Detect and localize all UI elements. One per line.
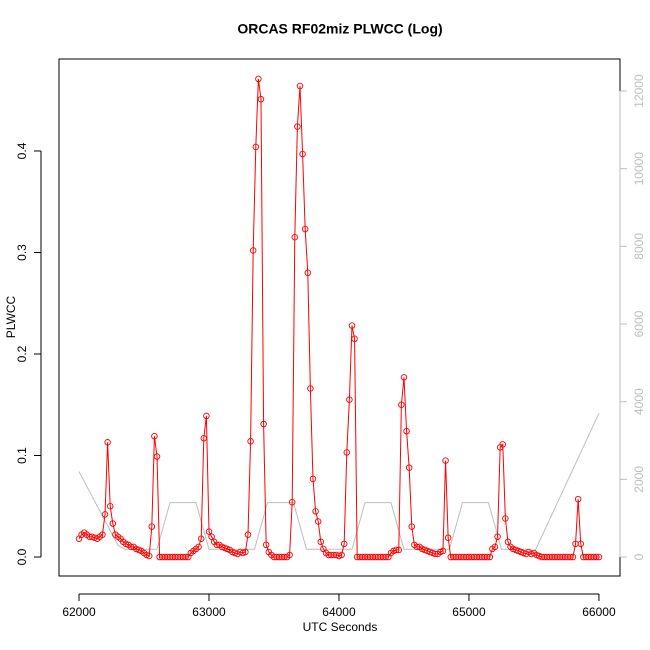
data-point <box>574 495 582 503</box>
data-point <box>145 552 153 560</box>
data-point <box>317 538 325 546</box>
data-point <box>104 439 111 446</box>
data-point <box>486 553 494 561</box>
y-tick-label: 0.0 <box>15 548 29 565</box>
data-point <box>205 528 213 535</box>
data-point <box>262 541 270 549</box>
data-point <box>106 503 114 510</box>
data-point <box>244 531 252 538</box>
y-tick-label: 0.4 <box>15 142 29 159</box>
data-point <box>343 449 351 456</box>
data-point <box>151 432 158 440</box>
x-tick-label: 64000 <box>322 605 356 619</box>
data-point <box>398 401 405 408</box>
data-point <box>101 511 109 518</box>
x-tick-label: 66000 <box>582 605 616 619</box>
series-line <box>78 413 600 554</box>
data-point <box>247 438 254 445</box>
data-point <box>403 427 410 435</box>
data-point <box>249 247 257 254</box>
data-point <box>569 553 577 561</box>
data-point <box>504 538 512 546</box>
data-point <box>195 543 202 551</box>
data-point <box>294 123 301 130</box>
data-point <box>593 553 600 561</box>
data-point <box>483 553 491 561</box>
data-point <box>182 553 189 561</box>
data-point <box>444 534 452 541</box>
data-point <box>494 533 501 540</box>
data-point <box>351 335 358 343</box>
data-point <box>577 540 584 548</box>
y-axis-label: PLWCC <box>4 295 18 338</box>
data-point <box>400 374 408 381</box>
data-point <box>153 453 161 460</box>
y2-tick-label: 0 <box>632 553 646 560</box>
data-point <box>252 143 260 151</box>
data-point <box>286 551 293 559</box>
data-point <box>288 498 296 506</box>
x-tick-label: 62000 <box>62 605 96 619</box>
data-point <box>348 322 356 329</box>
data-point <box>442 457 449 464</box>
data-point <box>203 412 210 420</box>
data-point <box>296 82 304 90</box>
data-point <box>502 515 509 522</box>
y2-tick-label: 4000 <box>632 388 646 415</box>
data-point <box>197 535 205 542</box>
data-point <box>567 553 574 561</box>
y-tick-label: 0.3 <box>15 244 29 261</box>
data-point <box>314 518 322 525</box>
data-point <box>405 464 413 471</box>
chart-title: ORCAS RF02miz PLWCC (Log) <box>237 21 442 37</box>
data-point <box>395 546 403 554</box>
y2-tick-label: 10000 <box>632 152 646 186</box>
data-point <box>291 234 299 241</box>
y2-tick-label: 6000 <box>632 310 646 337</box>
y-tick-label: 0.1 <box>15 447 29 464</box>
data-point <box>200 434 208 442</box>
y2-tick-label: 12000 <box>632 74 646 108</box>
x-tick-label: 63000 <box>192 605 226 619</box>
data-point <box>304 269 312 277</box>
data-point <box>257 95 265 103</box>
x-tick-label: 65000 <box>452 605 486 619</box>
data-point <box>346 396 353 403</box>
data-point <box>109 520 117 527</box>
data-point <box>338 551 345 559</box>
y2-tick-label: 8000 <box>632 233 646 260</box>
data-point <box>499 441 507 448</box>
data-point <box>408 523 416 530</box>
data-point <box>595 553 603 561</box>
data-point <box>491 543 499 551</box>
y-tick-label: 0.2 <box>15 345 29 362</box>
x-axis-label: UTC Seconds <box>303 620 378 634</box>
data-point <box>382 553 390 561</box>
data-point <box>208 533 215 540</box>
data-point <box>439 547 447 555</box>
data-point <box>340 540 348 548</box>
y2-tick-label: 2000 <box>632 466 646 493</box>
data-point <box>260 420 267 428</box>
data-point <box>148 523 156 530</box>
data-point <box>242 548 249 556</box>
data-point <box>309 475 317 483</box>
data-point <box>299 150 306 158</box>
data-point <box>307 385 314 392</box>
data-point <box>301 225 309 233</box>
data-point <box>312 508 319 515</box>
data-point <box>392 546 400 554</box>
data-point <box>255 75 262 83</box>
data-point <box>99 531 106 538</box>
